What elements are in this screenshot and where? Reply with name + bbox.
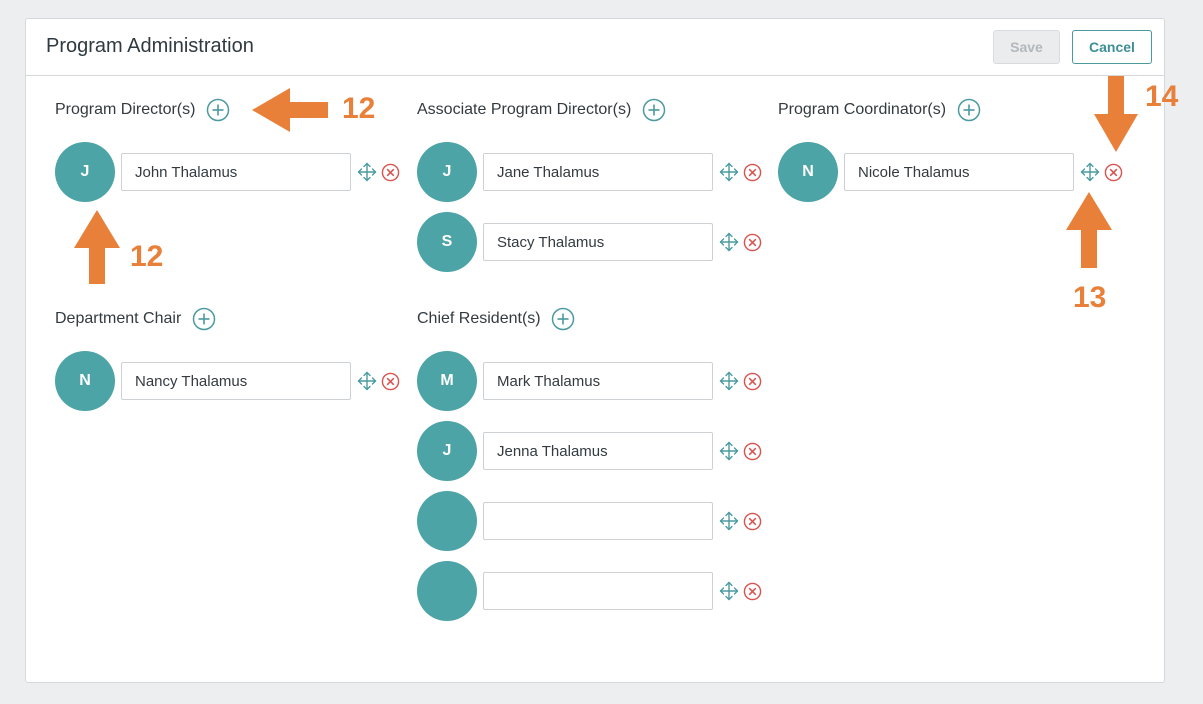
remove-icon[interactable] — [743, 233, 762, 252]
remove-icon[interactable] — [743, 512, 762, 531]
member-row: N — [55, 351, 405, 411]
avatar: J — [417, 421, 477, 481]
up-arrow-annotation — [1066, 192, 1112, 268]
cancel-button[interactable]: Cancel — [1072, 30, 1152, 64]
section-label: Department Chair — [55, 310, 182, 327]
member-name-input[interactable] — [483, 223, 713, 261]
move-icon[interactable] — [719, 581, 739, 601]
member-row: J — [55, 142, 405, 202]
annotation-number: 13 — [1073, 281, 1107, 314]
add-coordinator-icon[interactable] — [957, 98, 981, 122]
member-row: J — [417, 142, 767, 202]
member-name-input[interactable] — [483, 502, 713, 540]
remove-icon[interactable] — [743, 163, 762, 182]
move-icon[interactable] — [719, 162, 739, 182]
member-row: J — [417, 421, 767, 481]
section-label: Program Director(s) — [55, 101, 196, 118]
remove-icon[interactable] — [1104, 163, 1123, 182]
section-header: Department Chair — [55, 307, 216, 331]
member-row: M — [417, 351, 767, 411]
avatar: N — [55, 351, 115, 411]
move-icon[interactable] — [1080, 162, 1100, 182]
section-label: Program Coordinator(s) — [778, 101, 947, 118]
section-header: Program Coordinator(s) — [778, 98, 981, 122]
panel-header: Program Administration Save Cancel — [26, 19, 1164, 76]
section-label: Chief Resident(s) — [417, 310, 541, 327]
down-arrow-annotation — [1094, 76, 1138, 152]
add-chief-resident-icon[interactable] — [551, 307, 575, 331]
add-department-chair-icon[interactable] — [192, 307, 216, 331]
avatar: M — [417, 351, 477, 411]
remove-icon[interactable] — [381, 163, 400, 182]
member-row — [417, 491, 767, 551]
member-row: N — [778, 142, 1128, 202]
section-header: Associate Program Director(s) — [417, 98, 666, 122]
add-associate-director-icon[interactable] — [642, 98, 666, 122]
move-icon[interactable] — [719, 371, 739, 391]
remove-icon[interactable] — [743, 582, 762, 601]
annotation-number: 12 — [130, 240, 164, 273]
member-row — [417, 561, 767, 621]
up-arrow-annotation — [74, 210, 120, 284]
avatar — [417, 491, 477, 551]
member-name-input[interactable] — [483, 432, 713, 470]
section-header: Chief Resident(s) — [417, 307, 575, 331]
member-name-input[interactable] — [483, 362, 713, 400]
annotation-number: 12 — [342, 92, 376, 125]
section-header: Program Director(s) — [55, 98, 230, 122]
save-button[interactable]: Save — [993, 30, 1060, 64]
remove-icon[interactable] — [743, 372, 762, 391]
move-icon[interactable] — [719, 511, 739, 531]
move-icon[interactable] — [357, 371, 377, 391]
avatar — [417, 561, 477, 621]
avatar: J — [417, 142, 477, 202]
annotation-number: 14 — [1145, 80, 1179, 113]
page-title: Program Administration — [46, 35, 254, 57]
member-name-input[interactable] — [483, 572, 713, 610]
move-icon[interactable] — [719, 441, 739, 461]
avatar: J — [55, 142, 115, 202]
move-icon[interactable] — [719, 232, 739, 252]
avatar: S — [417, 212, 477, 272]
member-name-input[interactable] — [844, 153, 1074, 191]
avatar: N — [778, 142, 838, 202]
left-arrow-annotation — [252, 88, 328, 132]
remove-icon[interactable] — [743, 442, 762, 461]
member-name-input[interactable] — [121, 153, 351, 191]
member-name-input[interactable] — [121, 362, 351, 400]
member-row: S — [417, 212, 767, 272]
section-label: Associate Program Director(s) — [417, 101, 632, 118]
add-program-director-icon[interactable] — [206, 98, 230, 122]
move-icon[interactable] — [357, 162, 377, 182]
remove-icon[interactable] — [381, 372, 400, 391]
member-name-input[interactable] — [483, 153, 713, 191]
